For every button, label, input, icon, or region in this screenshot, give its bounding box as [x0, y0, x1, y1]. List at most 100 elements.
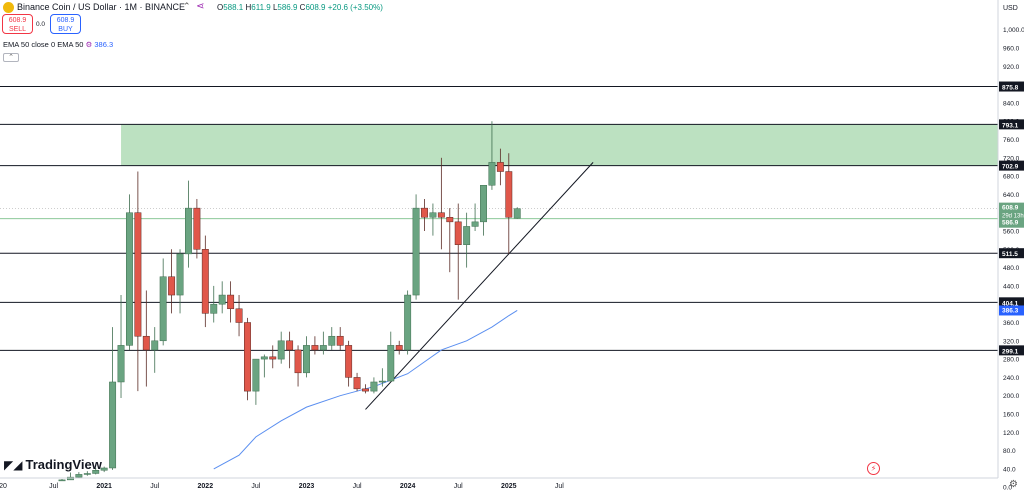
trendline	[365, 162, 594, 410]
candle-body	[277, 340, 285, 360]
price-tick-label: 720.0	[1003, 155, 1020, 162]
candle-body	[412, 207, 420, 296]
candle	[378, 368, 386, 387]
price-badge	[999, 305, 1024, 316]
time-tick-label: 2024	[400, 483, 416, 490]
time-tick-label: 2023	[299, 483, 315, 490]
price-tick-label: 120.0	[1003, 430, 1020, 437]
lightning-icon[interactable]: ⚡	[867, 462, 880, 475]
candle	[345, 340, 353, 387]
candle-body	[471, 221, 479, 227]
candle-body	[201, 249, 209, 314]
price-tick-label: 1,000.0	[1003, 27, 1024, 34]
candle-body	[218, 294, 226, 305]
collapse-legend-button[interactable]: ⌃	[3, 53, 19, 62]
candle	[159, 258, 167, 346]
price-badge-label: 586.9	[1002, 220, 1019, 227]
level-badge	[999, 345, 1024, 356]
candle-body	[353, 377, 361, 390]
candle	[125, 194, 133, 350]
candle-body	[227, 294, 235, 310]
buy-label: BUY	[58, 26, 73, 33]
candle	[496, 148, 504, 186]
spread-value: 0.0	[36, 21, 46, 28]
settings-gear-icon[interactable]: ⚙	[1009, 479, 1018, 490]
level-badge-label: 702.9	[1002, 164, 1019, 171]
chevron-up-icon[interactable]: ⌃	[183, 1, 191, 11]
candle	[252, 358, 260, 405]
candle-body	[463, 226, 471, 245]
indicator-value: 386.3	[94, 40, 114, 49]
candle-body	[92, 470, 100, 474]
candle-body	[176, 253, 184, 296]
candle-body	[513, 208, 521, 219]
candle	[336, 327, 344, 350]
buy-button[interactable]: 608.9 BUY	[50, 14, 81, 34]
candle	[437, 157, 445, 250]
candle-body	[75, 474, 83, 478]
candle	[260, 354, 268, 378]
candle-body	[480, 185, 487, 223]
candle	[513, 207, 521, 219]
price-tick-label: 480.0	[1003, 265, 1020, 272]
indicator-settings-icon[interactable]: ⚙	[85, 40, 93, 49]
candle	[210, 285, 218, 323]
candle	[244, 317, 251, 401]
price-tick-label: 360.0	[1003, 320, 1020, 327]
tradingview-watermark: ◤◢ TradingView	[4, 457, 102, 472]
share-icon[interactable]: ⋖	[196, 1, 205, 12]
sell-button[interactable]: 608.9 SELL	[2, 14, 33, 34]
price-tick-label: 40.0	[1003, 466, 1016, 473]
level-badge-label: 299.1	[1002, 348, 1019, 355]
candle	[83, 471, 91, 476]
time-tick-label: 20	[0, 483, 7, 490]
price-tick-label: 320.0	[1003, 338, 1020, 345]
candle-body	[395, 345, 403, 351]
candle	[277, 331, 285, 364]
candle-body	[370, 381, 378, 392]
candle-body	[311, 345, 319, 351]
time-tick-label: Jul	[251, 483, 260, 490]
candle	[421, 198, 428, 231]
candle	[193, 198, 201, 259]
candle	[362, 384, 369, 394]
candle	[58, 478, 66, 482]
candle-body	[378, 380, 386, 383]
candle-body	[488, 162, 496, 186]
level-badge-label: 875.8	[1002, 85, 1019, 92]
candle-body	[125, 212, 133, 346]
candle-body	[319, 345, 327, 351]
candle	[353, 372, 361, 392]
candle	[92, 467, 100, 475]
indicator-legend[interactable]: EMA 50 close 0 EMA 50 ⚙ 386.3	[3, 40, 113, 49]
candle	[109, 327, 117, 470]
candle	[294, 345, 302, 387]
time-tick-label: 2025	[501, 483, 517, 490]
candle	[142, 290, 150, 387]
symbol-title[interactable]: Binance Coin / US Dollar · 1M · BINANCE	[17, 2, 186, 12]
candle-body	[193, 207, 201, 250]
candle-body	[252, 358, 260, 392]
candle	[75, 472, 83, 479]
candle-body	[100, 467, 108, 471]
price-badge-label: 608.9	[1002, 205, 1019, 212]
bnb-logo-icon	[3, 2, 14, 13]
price-tick-label: 240.0	[1003, 375, 1020, 382]
price-tick-label: 640.0	[1003, 192, 1020, 199]
candle-body	[328, 335, 336, 346]
price-tick-label: 0.0	[1003, 485, 1012, 492]
level-badge	[999, 81, 1024, 92]
candle	[412, 194, 420, 300]
candle	[151, 327, 159, 373]
time-tick-label: 2022	[198, 483, 214, 490]
price-tick-label: 560.0	[1003, 229, 1020, 236]
candle	[134, 171, 142, 392]
level-badge	[999, 160, 1024, 171]
candle	[303, 336, 310, 378]
resistance-zone	[121, 124, 998, 166]
price-tick-label: 920.0	[1003, 64, 1020, 71]
price-badge	[999, 202, 1024, 221]
candle-body	[421, 207, 428, 218]
candle	[235, 295, 243, 337]
